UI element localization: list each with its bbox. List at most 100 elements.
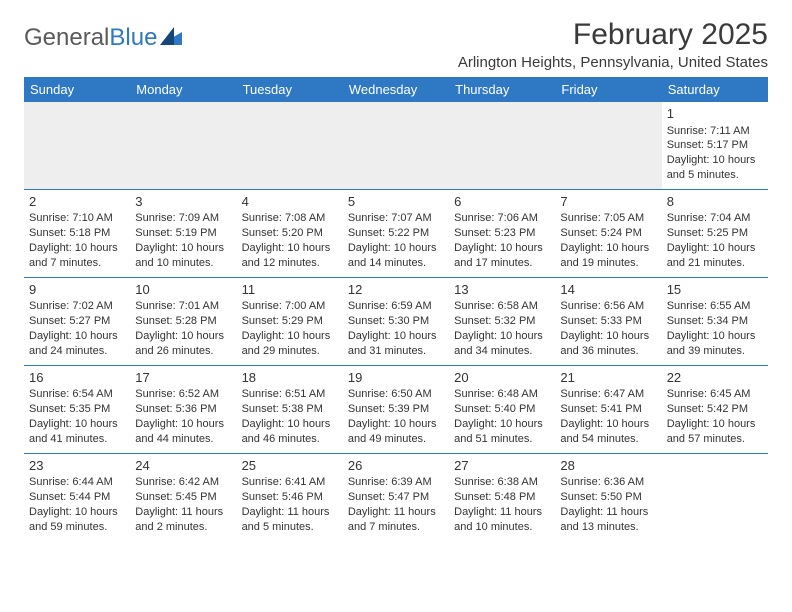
cell-text: Sunset: 5:22 PM <box>348 226 444 241</box>
calendar-cell: 12Sunrise: 6:59 AMSunset: 5:30 PMDayligh… <box>343 277 449 365</box>
cell-text: Sunrise: 7:05 AM <box>560 211 656 226</box>
calendar-cell <box>662 453 768 541</box>
cell-text: Daylight: 10 hours <box>667 241 763 256</box>
cell-text: Sunset: 5:39 PM <box>348 402 444 417</box>
cell-text: Sunset: 5:30 PM <box>348 314 444 329</box>
cell-text: Sunset: 5:40 PM <box>454 402 550 417</box>
cell-text: Sunrise: 6:38 AM <box>454 475 550 490</box>
calendar-row: 9Sunrise: 7:02 AMSunset: 5:27 PMDaylight… <box>24 277 768 365</box>
day-number: 26 <box>348 457 444 475</box>
cell-text: Sunset: 5:20 PM <box>242 226 338 241</box>
day-number: 4 <box>242 193 338 211</box>
cell-text: Sunset: 5:24 PM <box>560 226 656 241</box>
cell-text: Daylight: 10 hours <box>667 417 763 432</box>
cell-text: and 12 minutes. <box>242 256 338 271</box>
day-number: 8 <box>667 193 763 211</box>
calendar-cell <box>449 102 555 189</box>
calendar-cell: 1Sunrise: 7:11 AMSunset: 5:17 PMDaylight… <box>662 102 768 189</box>
day-number: 21 <box>560 369 656 387</box>
cell-text: Sunrise: 7:09 AM <box>135 211 231 226</box>
cell-text: Daylight: 10 hours <box>454 241 550 256</box>
cell-text: Daylight: 10 hours <box>560 241 656 256</box>
cell-text: and 2 minutes. <box>135 520 231 535</box>
cell-text: Sunrise: 6:58 AM <box>454 299 550 314</box>
logo-text-blue: Blue <box>109 24 157 52</box>
day-number: 28 <box>560 457 656 475</box>
day-number: 7 <box>560 193 656 211</box>
weekday-header: Tuesday <box>237 77 343 102</box>
cell-text: and 26 minutes. <box>135 344 231 359</box>
weekday-header: Wednesday <box>343 77 449 102</box>
cell-text: Sunrise: 7:00 AM <box>242 299 338 314</box>
calendar-cell <box>237 102 343 189</box>
cell-text: Sunrise: 7:07 AM <box>348 211 444 226</box>
cell-text: Sunrise: 7:04 AM <box>667 211 763 226</box>
calendar-row: 23Sunrise: 6:44 AMSunset: 5:44 PMDayligh… <box>24 453 768 541</box>
day-number: 27 <box>454 457 550 475</box>
cell-text: and 36 minutes. <box>560 344 656 359</box>
calendar-cell: 2Sunrise: 7:10 AMSunset: 5:18 PMDaylight… <box>24 189 130 277</box>
cell-text: Daylight: 10 hours <box>560 417 656 432</box>
cell-text: and 5 minutes. <box>242 520 338 535</box>
cell-text: Daylight: 10 hours <box>667 329 763 344</box>
day-number: 20 <box>454 369 550 387</box>
cell-text: and 10 minutes. <box>135 256 231 271</box>
cell-text: Sunset: 5:33 PM <box>560 314 656 329</box>
cell-text: Daylight: 10 hours <box>242 417 338 432</box>
calendar-cell: 10Sunrise: 7:01 AMSunset: 5:28 PMDayligh… <box>130 277 236 365</box>
calendar-cell: 18Sunrise: 6:51 AMSunset: 5:38 PMDayligh… <box>237 365 343 453</box>
cell-text: Daylight: 10 hours <box>454 329 550 344</box>
calendar-cell <box>130 102 236 189</box>
calendar-cell: 13Sunrise: 6:58 AMSunset: 5:32 PMDayligh… <box>449 277 555 365</box>
calendar-cell: 20Sunrise: 6:48 AMSunset: 5:40 PMDayligh… <box>449 365 555 453</box>
calendar-table: Sunday Monday Tuesday Wednesday Thursday… <box>24 77 768 541</box>
cell-text: Sunset: 5:44 PM <box>29 490 125 505</box>
calendar-cell: 27Sunrise: 6:38 AMSunset: 5:48 PMDayligh… <box>449 453 555 541</box>
calendar-cell: 19Sunrise: 6:50 AMSunset: 5:39 PMDayligh… <box>343 365 449 453</box>
cell-text: Sunrise: 6:50 AM <box>348 387 444 402</box>
cell-text: Daylight: 11 hours <box>135 505 231 520</box>
cell-text: Daylight: 10 hours <box>135 329 231 344</box>
cell-text: Daylight: 10 hours <box>348 329 444 344</box>
cell-text: Daylight: 10 hours <box>135 417 231 432</box>
day-number: 6 <box>454 193 550 211</box>
location: Arlington Heights, Pennsylvania, United … <box>458 54 768 71</box>
day-number: 11 <box>242 281 338 299</box>
day-number: 5 <box>348 193 444 211</box>
cell-text: Sunset: 5:41 PM <box>560 402 656 417</box>
cell-text: Daylight: 10 hours <box>135 241 231 256</box>
day-number: 13 <box>454 281 550 299</box>
cell-text: Sunset: 5:36 PM <box>135 402 231 417</box>
cell-text: Sunrise: 7:06 AM <box>454 211 550 226</box>
cell-text: Sunrise: 7:02 AM <box>29 299 125 314</box>
cell-text: Daylight: 11 hours <box>242 505 338 520</box>
cell-text: Daylight: 10 hours <box>454 417 550 432</box>
calendar-cell <box>343 102 449 189</box>
cell-text: and 46 minutes. <box>242 432 338 447</box>
cell-text: Sunrise: 7:10 AM <box>29 211 125 226</box>
cell-text: Sunset: 5:23 PM <box>454 226 550 241</box>
cell-text: and 17 minutes. <box>454 256 550 271</box>
cell-text: Daylight: 10 hours <box>29 329 125 344</box>
weekday-header: Thursday <box>449 77 555 102</box>
cell-text: and 24 minutes. <box>29 344 125 359</box>
cell-text: and 7 minutes. <box>348 520 444 535</box>
calendar-cell: 5Sunrise: 7:07 AMSunset: 5:22 PMDaylight… <box>343 189 449 277</box>
cell-text: and 5 minutes. <box>667 168 763 183</box>
cell-text: and 29 minutes. <box>242 344 338 359</box>
cell-text: Daylight: 10 hours <box>667 153 763 168</box>
calendar-cell: 4Sunrise: 7:08 AMSunset: 5:20 PMDaylight… <box>237 189 343 277</box>
cell-text: Sunset: 5:38 PM <box>242 402 338 417</box>
cell-text: Sunset: 5:27 PM <box>29 314 125 329</box>
calendar-row: 2Sunrise: 7:10 AMSunset: 5:18 PMDaylight… <box>24 189 768 277</box>
calendar-row: 16Sunrise: 6:54 AMSunset: 5:35 PMDayligh… <box>24 365 768 453</box>
calendar-cell: 7Sunrise: 7:05 AMSunset: 5:24 PMDaylight… <box>555 189 661 277</box>
cell-text: and 54 minutes. <box>560 432 656 447</box>
calendar-cell: 22Sunrise: 6:45 AMSunset: 5:42 PMDayligh… <box>662 365 768 453</box>
cell-text: and 19 minutes. <box>560 256 656 271</box>
logo-text-gray: General <box>24 24 109 52</box>
calendar-cell: 8Sunrise: 7:04 AMSunset: 5:25 PMDaylight… <box>662 189 768 277</box>
weekday-header: Sunday <box>24 77 130 102</box>
day-number: 23 <box>29 457 125 475</box>
calendar-cell: 21Sunrise: 6:47 AMSunset: 5:41 PMDayligh… <box>555 365 661 453</box>
